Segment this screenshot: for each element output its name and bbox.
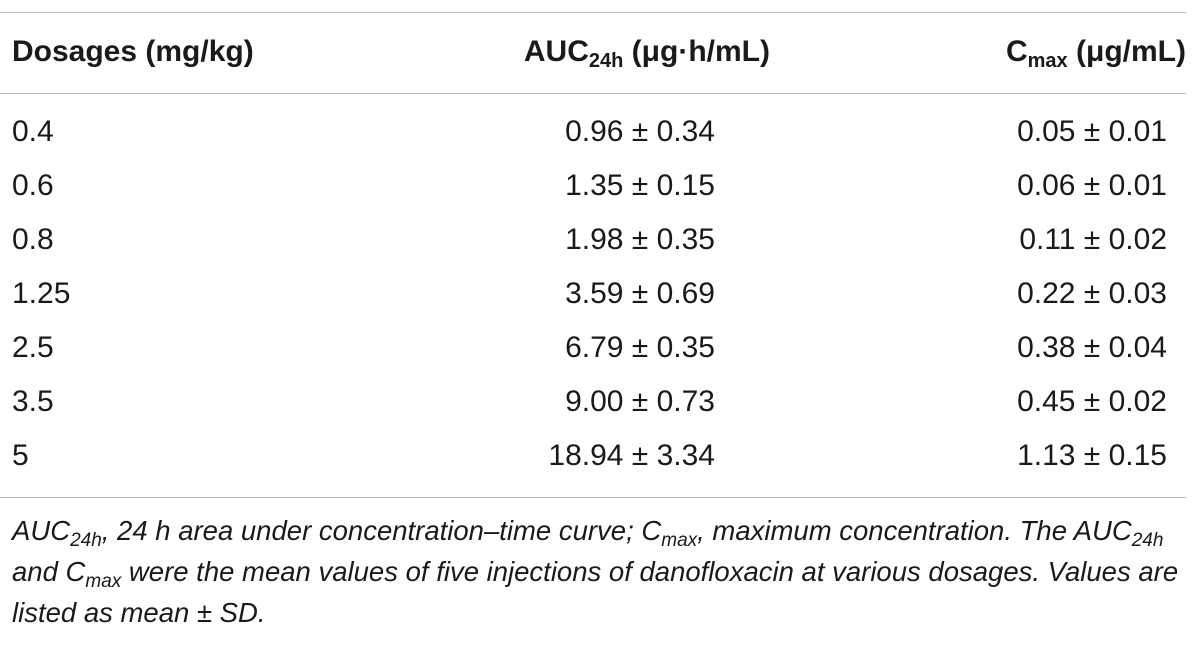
cell-cmax: 0.06 ± 0.01 — [1017, 169, 1167, 202]
header-cmax: Cmax (μg/mL) — [1005, 35, 1186, 72]
cell-cmax: 0.05 ± 0.01 — [1017, 115, 1167, 148]
header-auc: AUC24h (μg·h/mL) — [523, 35, 770, 72]
table-header-rule — [0, 93, 1186, 94]
table-top-rule — [0, 12, 1186, 13]
cell-auc: 1.98 ± 0.35 — [565, 223, 715, 256]
table-row: 0.8 1.98 ± 0.35 0.11 ± 0.02 — [0, 213, 1200, 267]
cell-auc: 6.79 ± 0.35 — [565, 331, 715, 364]
table-row: 0.6 1.35 ± 0.15 0.06 ± 0.01 — [0, 159, 1200, 213]
cell-dosage: 5 — [12, 439, 29, 472]
table-row: 2.5 6.79 ± 0.35 0.38 ± 0.04 — [0, 321, 1200, 375]
cell-cmax: 0.11 ± 0.02 — [1019, 223, 1167, 256]
header-dosage: Dosages (mg/kg) — [12, 35, 254, 68]
cell-dosage: 3.5 — [12, 385, 54, 418]
table-bottom-rule — [0, 497, 1186, 498]
cell-auc: 1.35 ± 0.15 — [565, 169, 715, 202]
cell-auc: 18.94 ± 3.34 — [548, 439, 715, 472]
cell-dosage: 1.25 — [12, 277, 71, 310]
table-row: 3.5 9.00 ± 0.73 0.45 ± 0.02 — [0, 375, 1200, 429]
cell-dosage: 0.4 — [12, 115, 54, 148]
cell-dosage: 0.8 — [12, 223, 54, 256]
cell-dosage: 2.5 — [12, 331, 54, 364]
cell-auc: 3.59 ± 0.69 — [565, 277, 715, 310]
table-footnote: AUC24h, 24 h area under concentration–ti… — [12, 515, 1179, 628]
cell-cmax: 0.38 ± 0.04 — [1017, 331, 1167, 364]
cell-dosage: 0.6 — [12, 169, 54, 202]
table-row: 0.4 0.96 ± 0.34 0.05 ± 0.01 — [0, 105, 1200, 159]
cell-cmax: 0.45 ± 0.02 — [1017, 385, 1167, 418]
cell-auc: 9.00 ± 0.73 — [565, 385, 715, 418]
cell-cmax: 1.13 ± 0.15 — [1017, 439, 1167, 472]
table-row: 1.25 3.59 ± 0.69 0.22 ± 0.03 — [0, 267, 1200, 321]
cell-auc: 0.96 ± 0.34 — [565, 115, 715, 148]
table-row: 5 18.94 ± 3.34 1.13 ± 0.15 — [0, 429, 1200, 483]
cell-cmax: 0.22 ± 0.03 — [1017, 277, 1167, 310]
